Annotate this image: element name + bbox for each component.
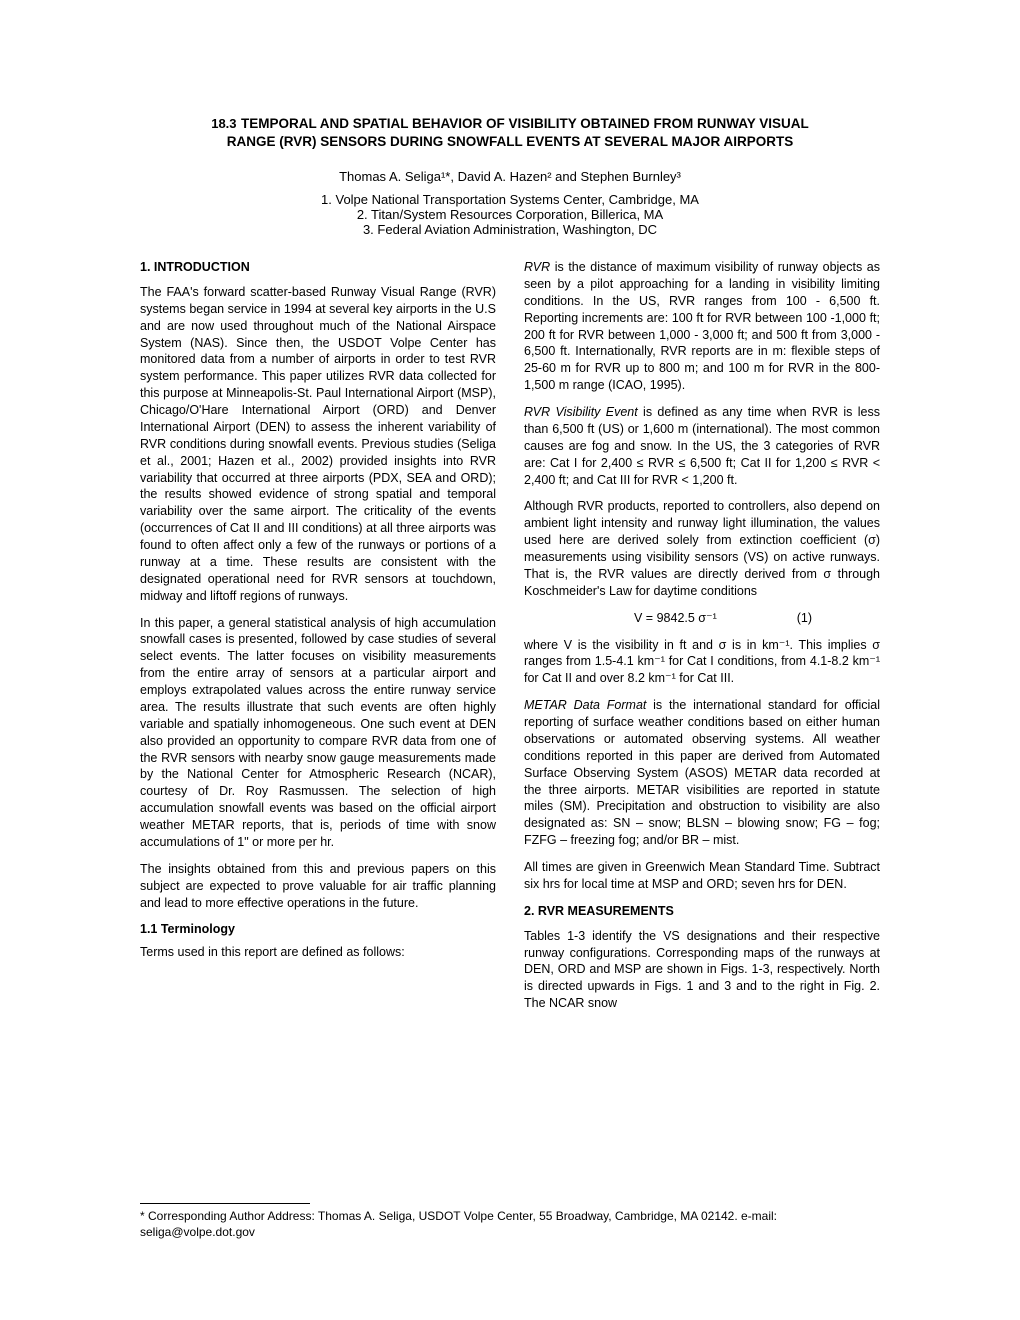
metar-text: is the international standard for offici… — [524, 698, 880, 847]
footnote-rule — [140, 1203, 310, 1204]
times-para: All times are given in Greenwich Mean St… — [524, 859, 880, 893]
paper-number: 18.3 — [211, 116, 236, 131]
equation-1: V = 9842.5 σ⁻¹ (1) — [524, 610, 880, 627]
rvr-text: is the distance of maximum visibility of… — [524, 260, 880, 392]
although-para: Although RVR products, reported to contr… — [524, 498, 880, 599]
footnote-text: * Corresponding Author Address: Thomas A… — [140, 1208, 880, 1240]
affiliations: 1. Volpe National Transportation Systems… — [140, 192, 880, 237]
section-1-1-head: 1.1 Terminology — [140, 921, 496, 938]
section-2-para-1: Tables 1-3 identify the VS designations … — [524, 928, 880, 1012]
section-2-head: 2. RVR MEASUREMENTS — [524, 903, 880, 920]
intro-para-3: The insights obtained from this and prev… — [140, 861, 496, 912]
rvr-event-definition: RVR Visibility Event is defined as any t… — [524, 404, 880, 488]
section-1-head: 1. INTRODUCTION — [140, 259, 496, 276]
terminology-intro: Terms used in this report are defined as… — [140, 944, 496, 961]
equation-number: (1) — [797, 610, 812, 627]
intro-para-1: The FAA's forward scatter-based Runway V… — [140, 284, 496, 605]
title-block: 18.3 TEMPORAL AND SPATIAL BEHAVIOR OF VI… — [140, 115, 880, 151]
paper-title-line1: TEMPORAL AND SPATIAL BEHAVIOR OF VISIBIL… — [241, 116, 809, 131]
footnote-block: * Corresponding Author Address: Thomas A… — [140, 1189, 880, 1240]
left-column: 1. INTRODUCTION The FAA's forward scatte… — [140, 259, 496, 1022]
rvr-event-label: RVR Visibility Event — [524, 405, 638, 419]
authors: Thomas A. Seliga¹*, David A. Hazen² and … — [140, 169, 880, 184]
paper-title-line2: RANGE (RVR) SENSORS DURING SNOWFALL EVEN… — [227, 134, 794, 149]
page: 18.3 TEMPORAL AND SPATIAL BEHAVIOR OF VI… — [0, 0, 1020, 1320]
where-para: where V is the visibility in ft and σ is… — [524, 637, 880, 688]
intro-para-2: In this paper, a general statistical ana… — [140, 615, 496, 851]
right-column: RVR is the distance of maximum visibilit… — [524, 259, 880, 1022]
affiliation-3: 3. Federal Aviation Administration, Wash… — [363, 222, 657, 237]
metar-definition: METAR Data Format is the international s… — [524, 697, 880, 849]
columns: 1. INTRODUCTION The FAA's forward scatte… — [140, 259, 880, 1022]
rvr-label: RVR — [524, 260, 550, 274]
affiliation-1: 1. Volpe National Transportation Systems… — [321, 192, 699, 207]
metar-label: METAR Data Format — [524, 698, 646, 712]
affiliation-2: 2. Titan/System Resources Corporation, B… — [357, 207, 663, 222]
equation-text: V = 9842.5 σ⁻¹ — [634, 611, 717, 625]
rvr-definition: RVR is the distance of maximum visibilit… — [524, 259, 880, 394]
